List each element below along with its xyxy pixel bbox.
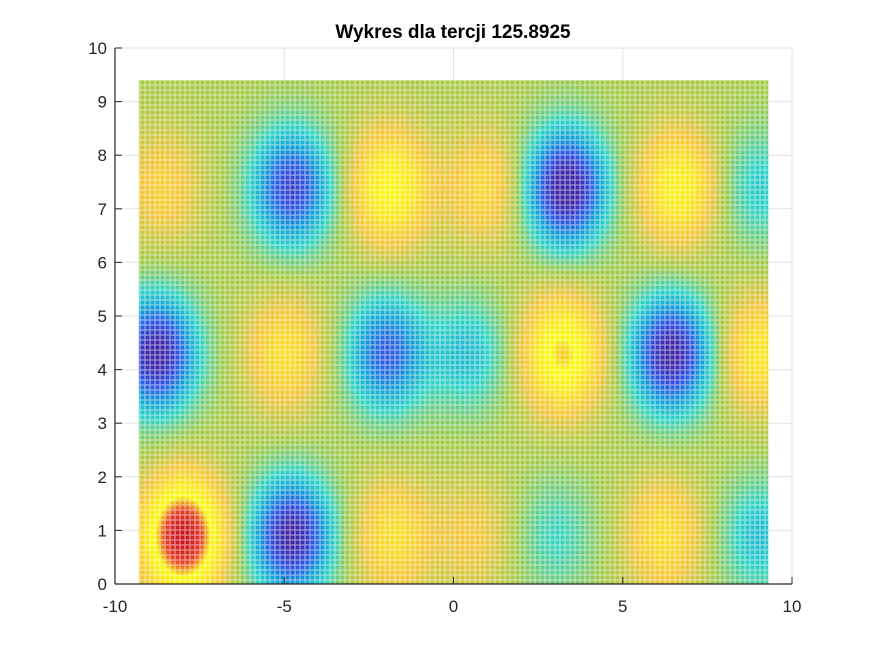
chart-title: Wykres dla tercji 125.8925 bbox=[335, 22, 571, 43]
x-tick-label: 0 bbox=[449, 597, 458, 616]
x-axis: -10 -5 0 5 10 bbox=[103, 577, 802, 616]
y-tick-label: 0 bbox=[98, 575, 107, 594]
y-tick-label: 8 bbox=[98, 146, 107, 165]
y-tick-label: 6 bbox=[98, 253, 107, 272]
mesh-grid bbox=[138, 80, 769, 584]
y-axis: 0 1 2 3 4 5 6 7 8 9 10 bbox=[88, 39, 122, 594]
x-tick-label: 10 bbox=[783, 597, 802, 616]
y-tick-label: 4 bbox=[98, 361, 107, 380]
y-tick-label: 2 bbox=[98, 468, 107, 487]
y-tick-label: 5 bbox=[98, 307, 107, 326]
x-tick-label: -5 bbox=[277, 597, 292, 616]
y-tick-label: 3 bbox=[98, 414, 107, 433]
y-tick-label: 10 bbox=[88, 39, 107, 58]
x-tick-label: 5 bbox=[618, 597, 627, 616]
y-tick-label: 7 bbox=[98, 200, 107, 219]
y-tick-label: 1 bbox=[98, 521, 107, 540]
y-tick-label: 9 bbox=[98, 93, 107, 112]
x-tick-label: -10 bbox=[103, 597, 128, 616]
